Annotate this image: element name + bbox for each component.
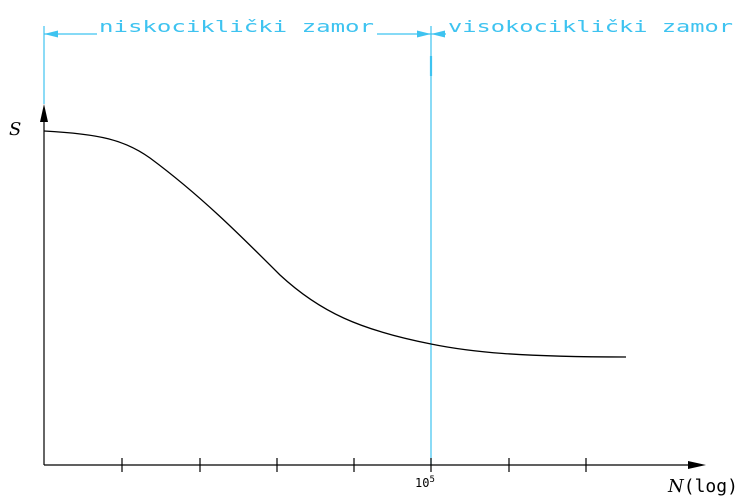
x-axis-label-suffix: (log) xyxy=(684,476,738,497)
axes: S 105 N(log) xyxy=(9,104,738,497)
low-cycle-arrowhead-right xyxy=(417,30,431,38)
x-axis-label: N(log) xyxy=(667,476,738,497)
y-axis-label: S xyxy=(9,119,21,140)
x-marker-exponent: 5 xyxy=(429,475,434,485)
high-cycle-label: visokociklički zamor xyxy=(448,17,734,36)
y-axis-arrowhead xyxy=(40,104,48,122)
low-cycle-arrowhead-left xyxy=(44,30,58,38)
x-axis-ticks xyxy=(121,458,587,472)
low-cycle-label-bg xyxy=(97,18,377,38)
x-axis-arrowhead xyxy=(688,461,706,469)
s-n-curve xyxy=(43,130,627,358)
x-marker-base: 10 xyxy=(415,476,429,490)
x-axis-label-var: N xyxy=(667,476,685,497)
low-cycle-label: niskociklički zamor xyxy=(99,17,375,36)
region-annotation: niskociklički zamor visokociklički zamor xyxy=(43,17,735,465)
x-marker-label: 105 xyxy=(415,475,435,490)
high-cycle-label-bg xyxy=(446,18,735,38)
high-cycle-arrowhead-left xyxy=(431,30,445,38)
